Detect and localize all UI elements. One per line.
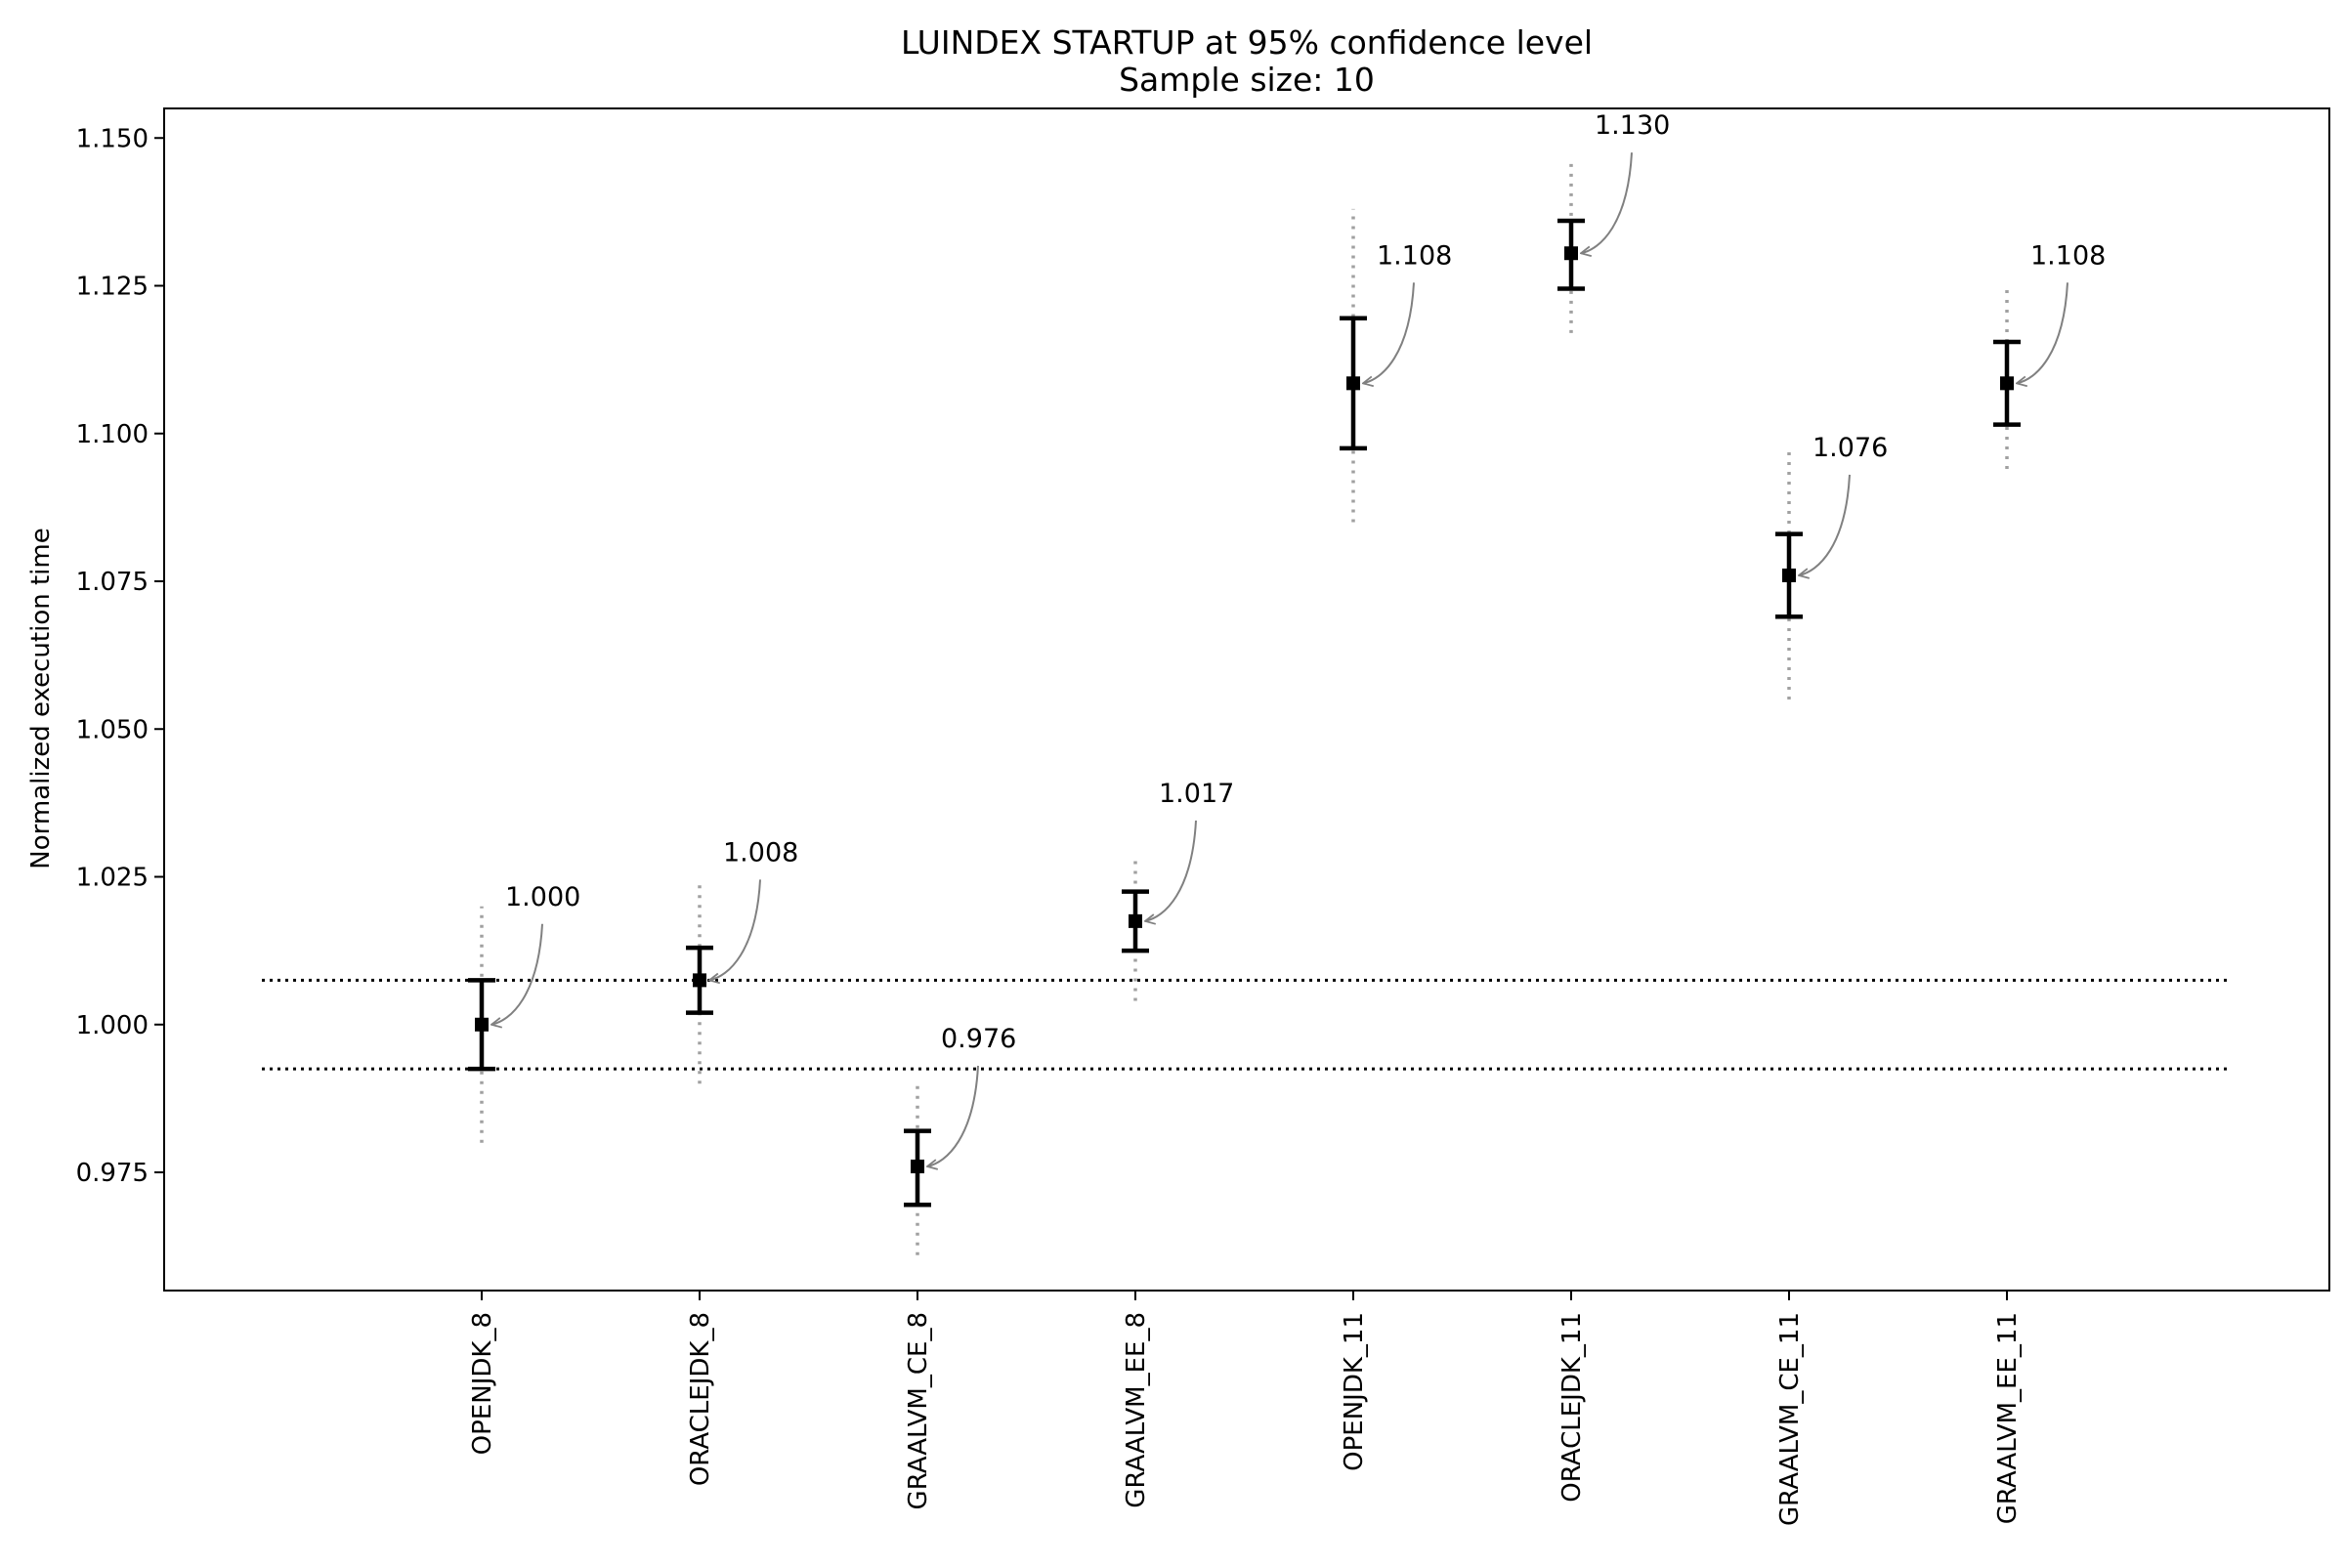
annotation-arrow xyxy=(1581,152,1633,253)
value-label: 1.008 xyxy=(723,837,798,868)
y-tick-label: 0.975 xyxy=(76,1159,149,1188)
mean-marker xyxy=(1782,568,1796,582)
y-tick-label: 1.025 xyxy=(76,864,149,893)
y-tick-label: 1.125 xyxy=(76,273,149,302)
annotation-arrow xyxy=(2017,282,2068,383)
annotation-arrow xyxy=(927,1065,979,1166)
mean-marker xyxy=(2000,376,2014,391)
y-tick-label: 1.100 xyxy=(76,420,149,449)
value-label: 0.976 xyxy=(941,1024,1016,1054)
axes-frame xyxy=(163,107,2330,1292)
value-label: 1.108 xyxy=(2030,240,2106,271)
x-tick-label: GRAALVM_EE_11 xyxy=(1993,1312,2023,1524)
x-tick-label: GRAALVM_CE_8 xyxy=(904,1312,933,1509)
annotation-arrow xyxy=(491,923,543,1025)
y-tick-label: 1.050 xyxy=(76,715,149,744)
x-tick-label: GRAALVM_EE_8 xyxy=(1122,1312,1151,1508)
value-label: 1.130 xyxy=(1595,110,1670,141)
y-tick-label: 1.150 xyxy=(76,124,149,153)
x-tick-label: ORACLEJDK_8 xyxy=(686,1312,715,1486)
chart-title: LUINDEX STARTUP at 95% confidence level xyxy=(901,23,1593,62)
annotation-arrow xyxy=(709,879,761,980)
y-tick-label: 1.075 xyxy=(76,568,149,597)
annotation-arrow xyxy=(1145,820,1197,921)
mean-marker xyxy=(693,973,706,988)
value-label: 1.017 xyxy=(1159,779,1234,809)
y-tick-label: 1.000 xyxy=(76,1011,149,1040)
annotation-arrow xyxy=(1799,474,1851,575)
x-tick-label: GRAALVM_CE_11 xyxy=(1775,1312,1805,1526)
mean-marker xyxy=(911,1159,924,1173)
x-tick-label: OPENJDK_11 xyxy=(1340,1312,1369,1471)
value-label: 1.000 xyxy=(505,882,580,912)
mean-marker xyxy=(475,1017,489,1032)
y-axis-label: Normalized execution time xyxy=(26,528,56,869)
annotation-arrow xyxy=(1363,282,1415,383)
plot-area: 0.975 1.000 1.025 1.050 1.075 1.100 1.125 1.150… xyxy=(76,107,2330,1526)
mean-marker xyxy=(1346,376,1360,391)
value-label: 1.108 xyxy=(1377,240,1452,271)
value-label: 1.076 xyxy=(1812,433,1888,463)
mean-marker xyxy=(1129,913,1142,928)
x-tick-label: OPENJDK_8 xyxy=(468,1312,497,1455)
x-tick-label: ORACLEJDK_11 xyxy=(1557,1312,1587,1503)
chart-subtitle: Sample size: 10 xyxy=(1119,61,1375,99)
mean-marker xyxy=(1564,246,1578,261)
